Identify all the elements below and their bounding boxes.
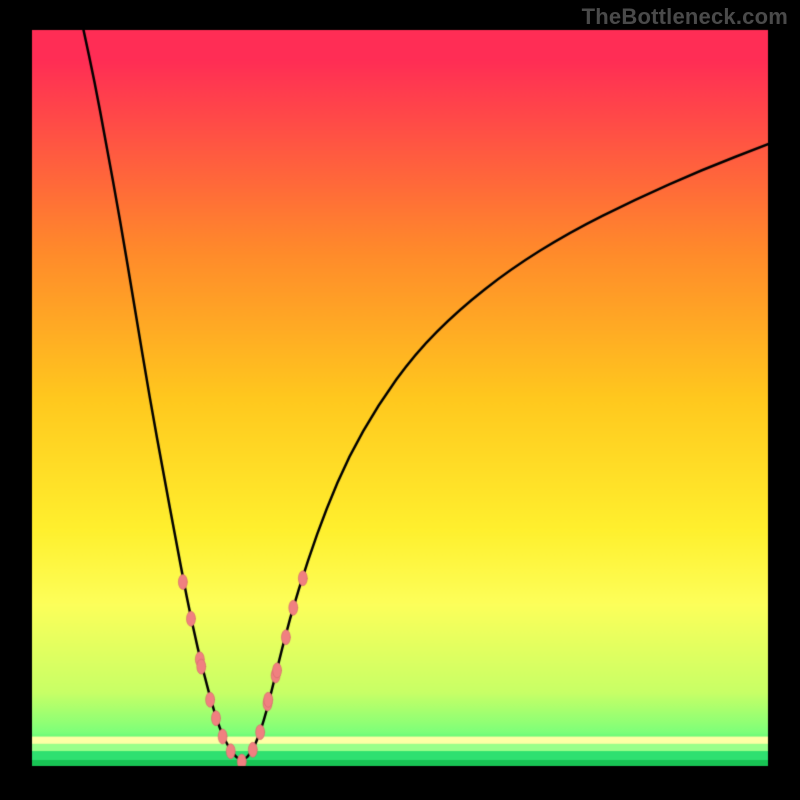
bottleneck-curve-chart (0, 0, 800, 800)
chart-container: TheBottleneck.com (0, 0, 800, 800)
